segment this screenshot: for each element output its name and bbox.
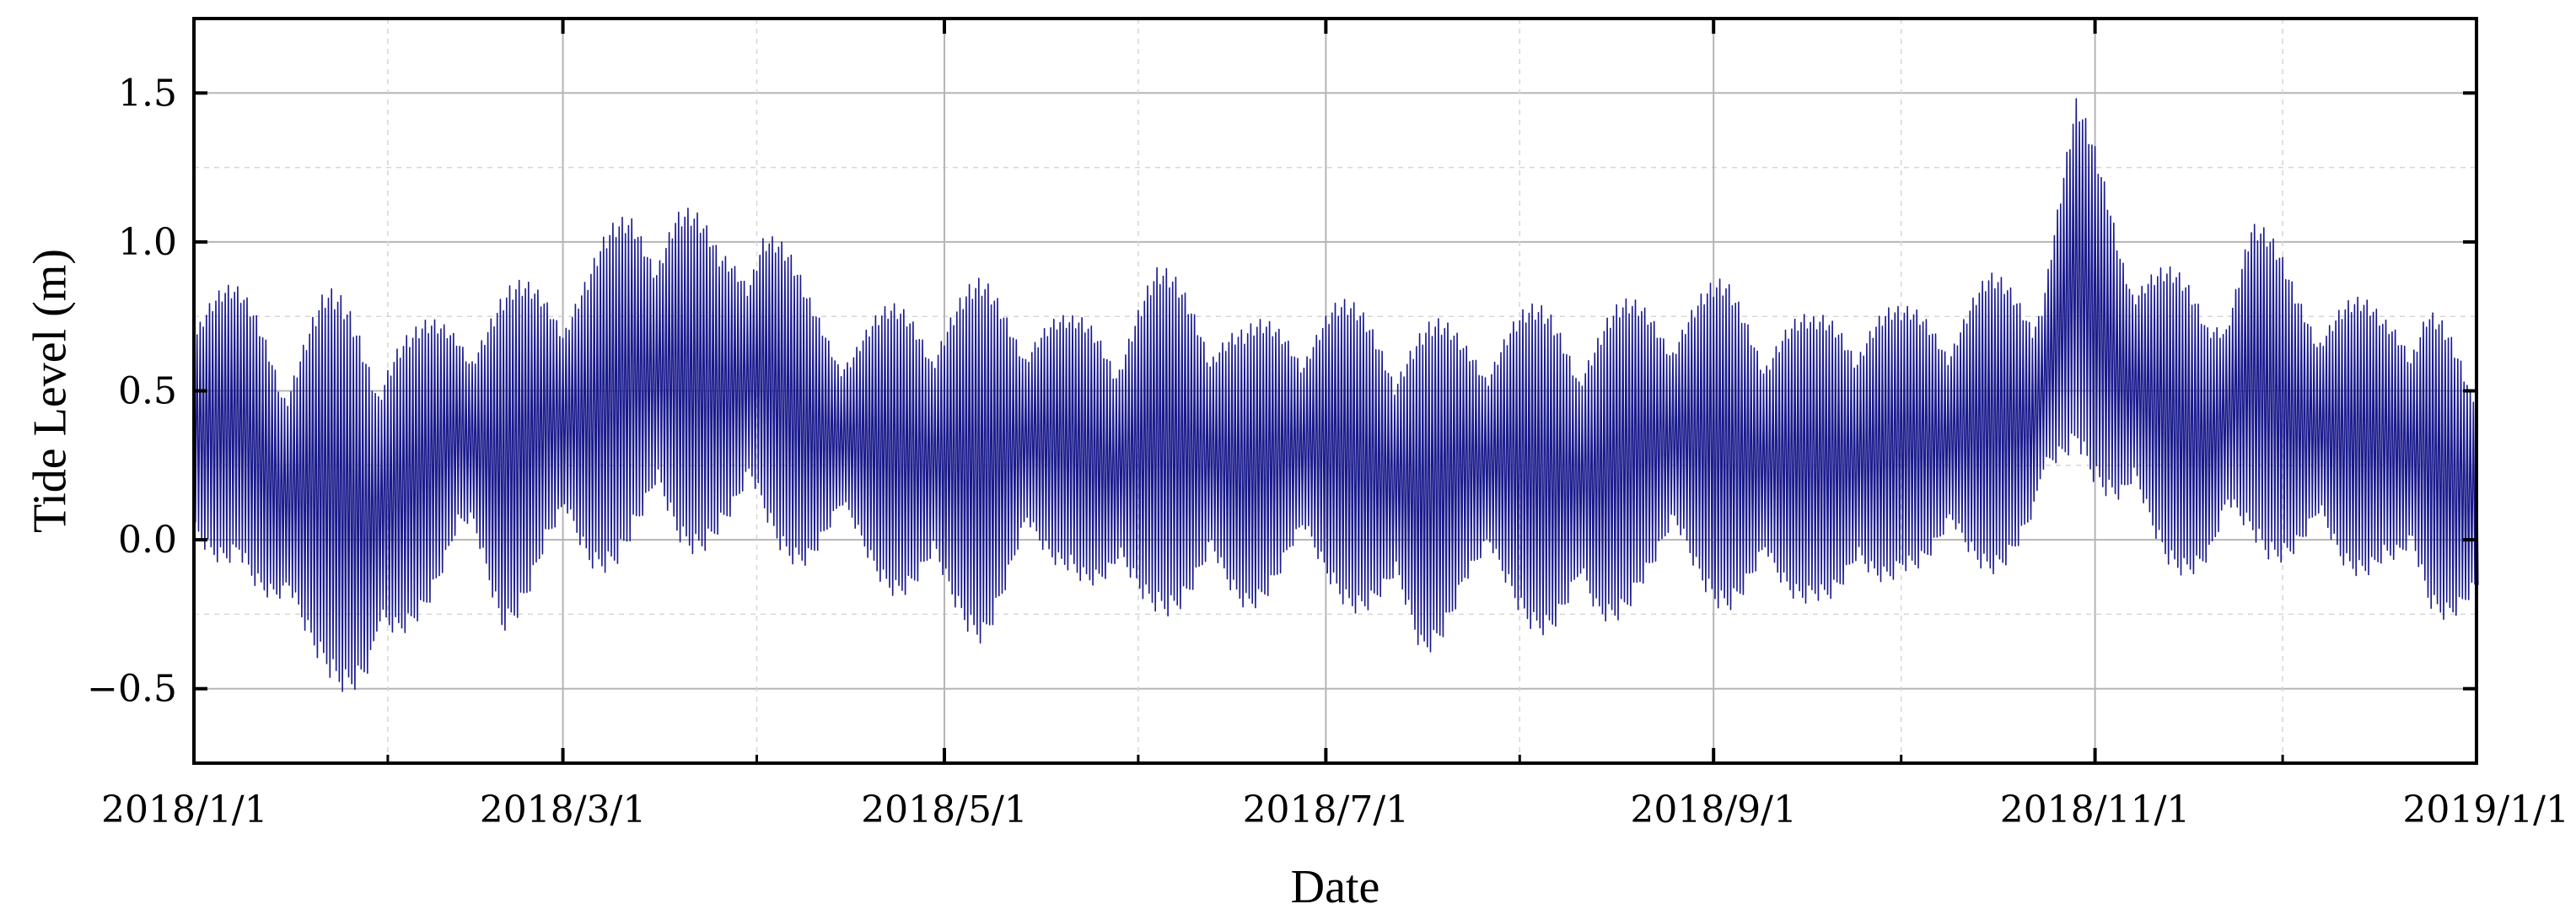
y-tick-label: −0.5 [87, 668, 177, 711]
x-axis-title: Date [1291, 861, 1380, 913]
y-tick-label: 1.0 [118, 221, 177, 264]
x-tick-label: 2018/11/1 [2000, 788, 2191, 831]
x-tick-label: 2018/3/1 [480, 788, 647, 831]
x-tick-label: 2018/7/1 [1243, 788, 1410, 831]
x-tick-label: 2019/1/1 [2402, 788, 2569, 831]
y-axis: −0.5 0.0 0.5 1.0 1.5 [87, 72, 2477, 711]
x-tick-label: 2018/1/1 [101, 788, 268, 831]
series-line [193, 98, 2479, 692]
x-tick-label: 2018/9/1 [1630, 788, 1797, 831]
y-tick-label: 1.5 [118, 72, 177, 115]
x-tick-label: 2018/5/1 [861, 788, 1028, 831]
series-tide-level [193, 98, 2479, 692]
y-axis-title: Tide Level (m) [24, 249, 77, 533]
x-axis: 2018/1/1 2018/3/1 2018/5/1 2018/7/1 2018/9/1… [101, 19, 2569, 831]
y-tick-label: 0.0 [118, 519, 177, 562]
y-tick-label: 0.5 [118, 370, 177, 413]
